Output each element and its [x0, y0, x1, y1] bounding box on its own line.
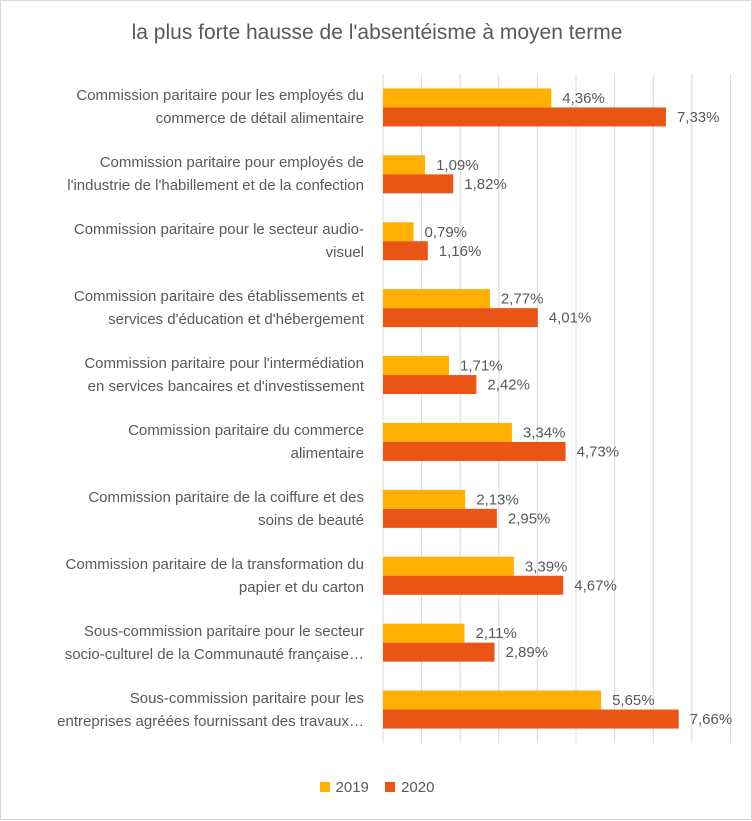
category-label-1: Commission paritaire pour employés de l'i… [4, 151, 364, 197]
data-label-2020-7: 4,67% [574, 577, 617, 594]
data-label-2020-2: 1,16% [439, 243, 482, 260]
category-label-line: entreprises agréées fournissant des trav… [57, 712, 364, 730]
category-label-line: alimentaire [290, 444, 364, 462]
category-label-line: Commission paritaire pour le secteur aud… [73, 221, 364, 239]
legend-swatch-2020 [385, 782, 396, 792]
bar-2020-1 [383, 174, 454, 194]
bar-2020-0 [383, 107, 666, 127]
bar-2020-2 [383, 241, 428, 261]
data-label-2020-6: 2,95% [508, 510, 551, 527]
category-label-line: Commission paritaire du commerce [128, 421, 364, 439]
category-label-line: Commission paritaire des établissements … [73, 288, 364, 306]
bar-2020-7 [383, 575, 564, 595]
data-label-2020-5: 4,73% [577, 443, 620, 460]
category-label-4: Commission paritaire pour l'intermédiati… [4, 352, 364, 398]
bar-2019-0 [383, 88, 552, 108]
category-label-line: Commission paritaire pour employés de [99, 154, 364, 172]
data-label-2020-4: 2,42% [487, 377, 530, 394]
category-label-line: commerce de détail alimentaire [155, 110, 364, 128]
data-label-2020-8: 2,89% [506, 644, 549, 661]
legend-item-2020: 2020 [385, 779, 434, 796]
bar-2020-8 [383, 642, 495, 662]
data-label-2020-1: 1,82% [464, 176, 507, 193]
category-label-0: Commission paritaire pour les employés d… [4, 84, 364, 130]
category-label-6: Commission paritaire de la coiffure et d… [4, 486, 364, 532]
category-label-line: soins de beauté [258, 511, 364, 529]
bar-2020-3 [383, 308, 538, 328]
data-label-2019-1: 1,09% [436, 157, 479, 174]
category-label-line: en services bancaires et d'investissemen… [87, 378, 364, 396]
data-label-2020-3: 4,01% [549, 310, 592, 327]
bar-2019-4 [383, 356, 450, 376]
bar-2020-5 [383, 441, 566, 461]
category-label-7: Commission paritaire de la transformatio… [4, 553, 364, 599]
data-label-2019-9: 5,65% [612, 692, 655, 709]
data-label-2019-8: 2,11% [475, 625, 516, 642]
data-label-2019-4: 1,71% [460, 358, 503, 375]
category-label-line: Sous-commission paritaire pour les [129, 689, 364, 707]
bar-2019-8 [383, 623, 465, 643]
category-label-5: Commission paritaire du commerce alimenta… [4, 419, 364, 465]
category-label-line: Commission paritaire de la transformatio… [65, 555, 364, 573]
bar-2019-9 [383, 690, 602, 710]
category-label-line: services d'éducation et d'hébergement [108, 311, 364, 329]
data-label-2019-3: 2,77% [501, 291, 544, 308]
category-label-line: Commission paritaire pour les employés d… [76, 87, 364, 105]
bar-2019-2 [383, 222, 414, 242]
data-label-2019-0: 4,36% [562, 90, 605, 107]
category-label-line: papier et du carton [238, 578, 364, 596]
category-label-line: visuel [325, 244, 364, 262]
legend-label-2019: 2019 [335, 779, 369, 796]
legend-label-2020: 2020 [401, 779, 435, 796]
data-label-2019-5: 3,34% [523, 424, 566, 441]
category-label-line: l'industrie de l'habillement et de la co… [67, 177, 364, 195]
bar-2019-1 [383, 155, 426, 175]
bar-2019-6 [383, 489, 466, 509]
data-label-2019-7: 3,39% [525, 558, 568, 575]
category-label-3: Commission paritaire des établissements … [4, 285, 364, 331]
data-label-2019-6: 2,13% [476, 491, 519, 508]
data-label-2020-9: 7,66% [690, 711, 733, 728]
legend: 2019 2020 [1, 779, 752, 796]
legend-item-2019: 2019 [319, 779, 369, 796]
bar-2020-9 [383, 709, 679, 729]
category-label-line: Sous-commission paritaire pour le secteu… [83, 622, 364, 640]
bar-2019-7 [383, 556, 514, 576]
bar-2019-3 [383, 289, 490, 309]
bar-2020-6 [383, 508, 497, 528]
category-label-2: Commission paritaire pour le secteur aud… [4, 218, 364, 264]
bar-2019-5 [383, 422, 512, 442]
legend-swatch-2019 [319, 782, 330, 792]
category-label-line: Commission paritaire de la coiffure et d… [88, 488, 364, 506]
data-label-2019-2: 0,79% [424, 224, 467, 241]
bar-2020-4 [383, 375, 477, 395]
category-label-line: Commission paritaire pour l'intermédiati… [84, 355, 364, 373]
category-label-8: Sous-commission paritaire pour le secteu… [4, 620, 364, 666]
category-label-9: Sous-commission paritaire pour les entrep… [4, 687, 364, 733]
chart-title: la plus forte hausse de l'absentéisme à … [131, 21, 623, 44]
category-label-line: socio-culturel de la Communauté français… [64, 645, 364, 663]
data-label-2020-0: 7,33% [677, 109, 720, 126]
